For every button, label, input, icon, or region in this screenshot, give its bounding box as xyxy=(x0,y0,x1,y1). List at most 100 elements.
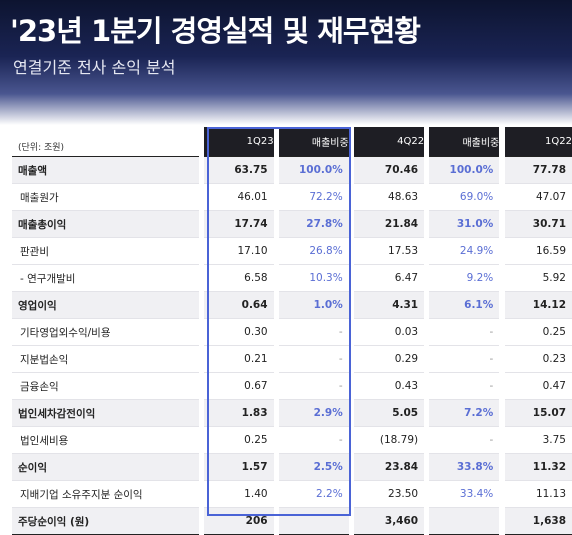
cell-value: 206 xyxy=(203,508,274,535)
cell-value: - xyxy=(278,373,349,400)
cell-value: 47.07 xyxy=(504,184,572,211)
cell-value: - xyxy=(278,319,349,346)
cell-value: 1,638 xyxy=(504,508,572,535)
cell-value: 17.10 xyxy=(203,238,274,265)
cell-value: 10.3% xyxy=(278,265,349,292)
cell-value: 6.58 xyxy=(203,265,274,292)
table-row: 지분법손익 0.21-0.29-0.23 xyxy=(12,346,572,373)
cell-value: 16.59 xyxy=(504,238,572,265)
column-header-4q22: 4Q22 xyxy=(354,127,425,156)
cell-value xyxy=(429,508,500,535)
cell-value: 5.92 xyxy=(504,265,572,292)
cell-value: 3,460 xyxy=(354,508,425,535)
cell-value: 0.64 xyxy=(203,292,274,319)
cell-value: 17.74 xyxy=(203,211,274,238)
table-row: 매출액 63.75 100.0% 70.46 100.0% 77.78 xyxy=(12,156,572,184)
cell-value: 1.40 xyxy=(203,481,274,508)
table-header-row: (단위: 조원) 1Q23 매출비중 4Q22 매출비중 1Q22 xyxy=(12,127,572,156)
table-row: 매출총이익 17.74 27.8% 21.84 31.0% 30.71 xyxy=(12,211,572,238)
cell-value: 100.0% xyxy=(278,156,349,184)
cell-value: (18.79) xyxy=(354,427,425,454)
row-label: 순이익 xyxy=(12,454,199,481)
cell-value: 1.0% xyxy=(278,292,349,319)
cell-value: 72.2% xyxy=(278,184,349,211)
table-row: 기타영업외수익/비용 0.30-0.03-0.25 xyxy=(12,319,572,346)
cell-value: 4.31 xyxy=(354,292,425,319)
cell-value: - xyxy=(429,427,500,454)
column-header-ratio-1q23: 매출비중 xyxy=(278,127,349,156)
table-row: 지배기업 소유주지분 순이익 1.40 2.2% 23.50 33.4% 11.13 xyxy=(12,481,572,508)
cell-value: 0.29 xyxy=(354,346,425,373)
cell-value: 2.5% xyxy=(278,454,349,481)
unit-label: (단위: 조원) xyxy=(18,143,65,153)
row-label: 법인세차감전이익 xyxy=(12,400,199,427)
cell-value: 2.9% xyxy=(278,400,349,427)
row-label: - 연구개발비 xyxy=(12,265,199,292)
cell-value: - xyxy=(429,373,500,400)
column-header-1q23: 1Q23 xyxy=(203,127,274,156)
cell-value: 1.83 xyxy=(203,400,274,427)
page-subtitle: 연결기준 전사 손익 분석 xyxy=(13,58,176,77)
cell-value: 23.84 xyxy=(354,454,425,481)
row-label: 주당순이익 (원) xyxy=(12,508,199,535)
row-label: 판관비 xyxy=(12,238,199,265)
cell-value: 30.71 xyxy=(504,211,572,238)
income-statement-table: (단위: 조원) 1Q23 매출비중 4Q22 매출비중 1Q22 매출액 63.… xyxy=(12,127,572,535)
table-row: 매출원가 46.01 72.2% 48.63 69.0% 47.07 xyxy=(12,184,572,211)
column-header-1q22: 1Q22 xyxy=(504,127,572,156)
row-label: 금융손익 xyxy=(12,373,199,400)
table-row: 영업이익 0.64 1.0% 4.31 6.1% 14.12 xyxy=(12,292,572,319)
cell-value: 11.32 xyxy=(504,454,572,481)
cell-value: 69.0% xyxy=(429,184,500,211)
cell-value: 7.2% xyxy=(429,400,500,427)
table-row: 판관비 17.10 26.8% 17.53 24.9% 16.59 xyxy=(12,238,572,265)
cell-value xyxy=(278,508,349,535)
page-title: '23년 1분기 경영실적 및 재무현황 xyxy=(10,14,421,48)
cell-value: 31.0% xyxy=(429,211,500,238)
cell-value: 0.25 xyxy=(203,427,274,454)
cell-value: 48.63 xyxy=(354,184,425,211)
cell-value: 0.43 xyxy=(354,373,425,400)
cell-value: - xyxy=(429,319,500,346)
row-label: 지분법손익 xyxy=(12,346,199,373)
row-label: 매출총이익 xyxy=(12,211,199,238)
row-label: 영업이익 xyxy=(12,292,199,319)
cell-value: 5.05 xyxy=(354,400,425,427)
cell-value: 70.46 xyxy=(354,156,425,184)
cell-value: 33.8% xyxy=(429,454,500,481)
cell-value: 9.2% xyxy=(429,265,500,292)
cell-value: 0.30 xyxy=(203,319,274,346)
table-row: - 연구개발비 6.58 10.3% 6.47 9.2% 5.92 xyxy=(12,265,572,292)
cell-value: 63.75 xyxy=(203,156,274,184)
cell-value: - xyxy=(278,346,349,373)
table-body: 매출액 63.75 100.0% 70.46 100.0% 77.78 매출원가 46.01 7… xyxy=(12,156,572,535)
column-header-ratio-4q22: 매출비중 xyxy=(429,127,500,156)
cell-value: 3.75 xyxy=(504,427,572,454)
cell-value: 6.47 xyxy=(354,265,425,292)
cell-value: 2.2% xyxy=(278,481,349,508)
table-row: 금융손익 0.67-0.43-0.47 xyxy=(12,373,572,400)
row-label: 법인세비용 xyxy=(12,427,199,454)
cell-value: 15.07 xyxy=(504,400,572,427)
table-row: 순이익 1.57 2.5% 23.84 33.8% 11.32 xyxy=(12,454,572,481)
table-row: 법인세비용 0.25- (18.79) -3.75 xyxy=(12,427,572,454)
cell-value: - xyxy=(278,427,349,454)
row-label: 지배기업 소유주지분 순이익 xyxy=(12,481,199,508)
header-banner: '23년 1분기 경영실적 및 재무현황 연결기준 전사 손익 분석 xyxy=(0,0,572,125)
cell-value: 100.0% xyxy=(429,156,500,184)
table-row: 주당순이익 (원) 206 3,460 1,638 xyxy=(12,508,572,535)
cell-value: 21.84 xyxy=(354,211,425,238)
cell-value: 0.47 xyxy=(504,373,572,400)
cell-value: 46.01 xyxy=(203,184,274,211)
cell-value: 27.8% xyxy=(278,211,349,238)
cell-value: 0.23 xyxy=(504,346,572,373)
cell-value: 33.4% xyxy=(429,481,500,508)
row-label: 매출원가 xyxy=(12,184,199,211)
cell-value: 6.1% xyxy=(429,292,500,319)
cell-value: 24.9% xyxy=(429,238,500,265)
cell-value: 23.50 xyxy=(354,481,425,508)
cell-value: 11.13 xyxy=(504,481,572,508)
row-label: 기타영업외수익/비용 xyxy=(12,319,199,346)
cell-value: 77.78 xyxy=(504,156,572,184)
cell-value: 26.8% xyxy=(278,238,349,265)
